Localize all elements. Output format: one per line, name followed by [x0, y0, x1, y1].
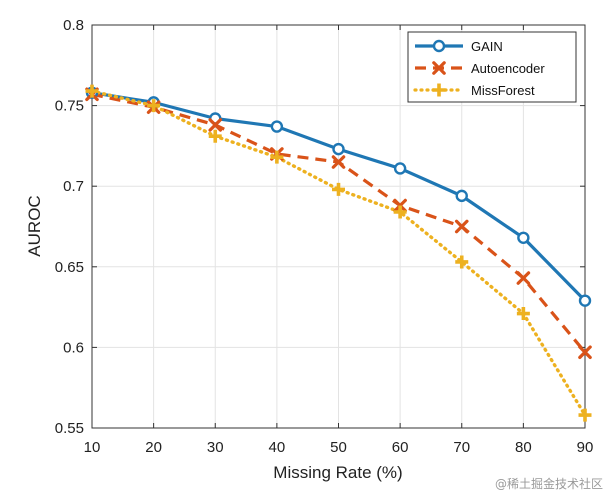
x-tick-label: 80: [515, 439, 532, 456]
point-missforest: [393, 205, 407, 219]
point-gain: [393, 162, 407, 175]
point-missforest: [147, 99, 161, 113]
point-missforest-shape: [85, 84, 99, 98]
point-autoencoder: [516, 271, 531, 285]
point-missforest: [332, 182, 345, 196]
y-tick-label: 0.8: [63, 17, 84, 34]
point-autoencoder: [331, 155, 346, 169]
point-missforest-shape: [393, 205, 407, 219]
point-missforest: [85, 84, 99, 98]
point-autoencoder-shape: [578, 345, 592, 360]
legend: GAIN Autoencoder MissForest: [407, 31, 577, 103]
point-missforest: [516, 307, 530, 321]
x-tick-label: 90: [577, 439, 594, 456]
y-axis: 0.55 0.6 0.65 0.7 0.75 0.8: [55, 17, 585, 437]
point-missforest-shape: [578, 408, 592, 422]
point-autoencoder-shape: [454, 219, 469, 234]
point-autoencoder-shape: [331, 155, 346, 169]
series-group: [85, 84, 592, 422]
point-gain: [270, 120, 284, 133]
point-gain: [578, 294, 592, 307]
x-axis-label: Missing Rate (%): [273, 463, 402, 482]
y-axis-label: AUROC: [25, 195, 44, 256]
point-missforest-shape: [270, 150, 284, 164]
legend-marker-missforest-shape: [432, 83, 446, 97]
point-missforest: [270, 150, 284, 164]
point-autoencoder-shape: [516, 271, 531, 285]
x-tick-label: 10: [84, 439, 101, 456]
x-tick-label: 50: [330, 439, 347, 456]
legend-label-missforest: MissForest: [471, 83, 535, 98]
point-missforest-shape: [208, 129, 222, 143]
series-line-missforest: [90, 89, 587, 417]
y-tick-label: 0.7: [63, 178, 84, 195]
x-axis: 10 20 30 40 50 60 70 80 90: [84, 25, 594, 456]
point-missforest-shape: [332, 182, 345, 196]
point-missforest: [208, 129, 222, 143]
y-tick-label: 0.55: [55, 420, 84, 437]
watermark: @稀土掘金技术社区: [495, 476, 603, 491]
point-gain: [332, 142, 345, 156]
point-missforest-shape: [147, 99, 161, 113]
x-tick-label: 40: [269, 439, 286, 456]
y-tick-label: 0.65: [55, 259, 84, 276]
y-tick-label: 0.6: [63, 339, 84, 356]
point-gain: [517, 231, 530, 244]
x-tick-label: 60: [392, 439, 409, 456]
y-tick-label: 0.75: [55, 98, 84, 115]
point-missforest-shape: [516, 307, 530, 321]
point-missforest-shape: [455, 255, 469, 269]
legend-marker-gain: [432, 39, 446, 53]
point-gain: [455, 189, 468, 203]
point-autoencoder: [454, 219, 469, 234]
x-tick-label: 70: [453, 439, 470, 456]
point-autoencoder-shape: [208, 118, 223, 132]
x-tick-label: 20: [145, 439, 162, 456]
legend-marker-autoencoder-shape: [432, 61, 446, 75]
point-autoencoder: [208, 118, 223, 132]
point-autoencoder: [578, 345, 592, 360]
legend-marker-autoencoder: [432, 61, 446, 75]
legend-label-autoencoder: Autoencoder: [471, 61, 545, 76]
legend-label-gain: GAIN: [471, 39, 503, 54]
point-missforest: [578, 408, 592, 422]
x-tick-label: 30: [207, 439, 224, 456]
point-missforest: [455, 255, 469, 269]
legend-marker-missforest: [432, 83, 446, 97]
